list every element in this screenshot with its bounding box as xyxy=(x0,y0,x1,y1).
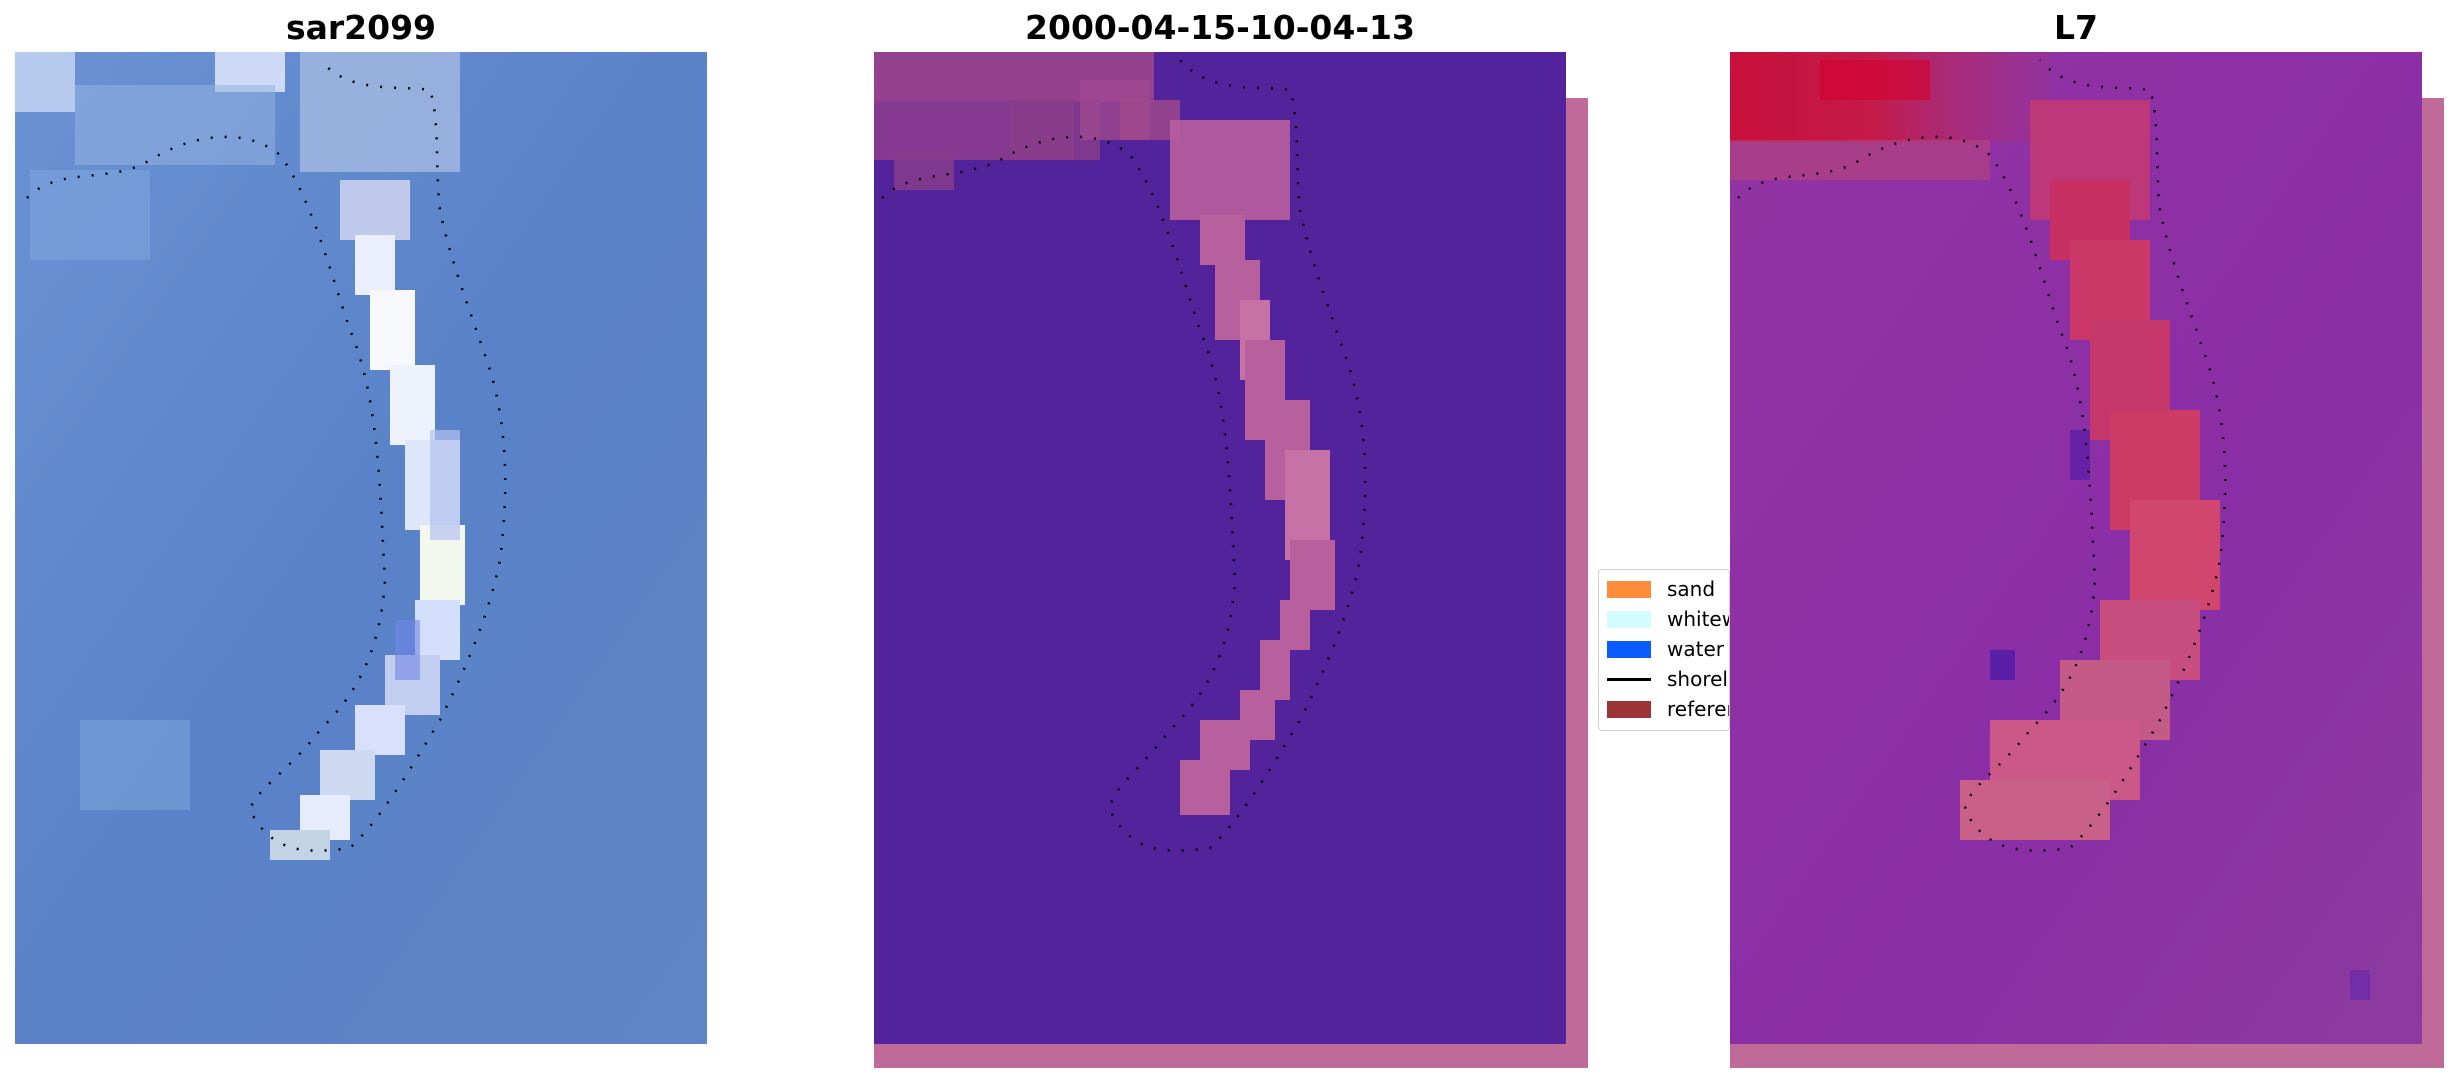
legend-label-reference: reference xyxy=(1667,697,1729,721)
legend-item-reference: reference xyxy=(1607,695,1729,723)
legend-label-water: water xyxy=(1667,637,1724,661)
panel-title-rgb: sar2099 xyxy=(285,8,437,47)
legend-label-sand: sand xyxy=(1667,577,1716,601)
legend-swatch-water xyxy=(1607,640,1651,658)
legend-item-water: water xyxy=(1607,635,1729,663)
shoreline-index xyxy=(1737,59,2227,852)
legend-swatch-whitewater xyxy=(1607,610,1651,628)
panel-title-classified: 2000-04-15-10-04-13 xyxy=(1025,8,1415,47)
legend-label-shoreline: shoreline xyxy=(1667,667,1729,691)
legend-item-shoreline: shoreline xyxy=(1607,665,1729,693)
legend-swatch-sand xyxy=(1607,580,1651,598)
legend-swatch-reference xyxy=(1607,700,1651,718)
legend-item-sand: sand xyxy=(1607,575,1729,603)
classified-panel xyxy=(874,52,1588,1068)
index-panel xyxy=(1730,52,2444,1068)
panel-title-index: L7 xyxy=(2054,8,2098,47)
legend-line-shoreline xyxy=(1607,677,1651,681)
rgb-panel xyxy=(15,52,707,1044)
